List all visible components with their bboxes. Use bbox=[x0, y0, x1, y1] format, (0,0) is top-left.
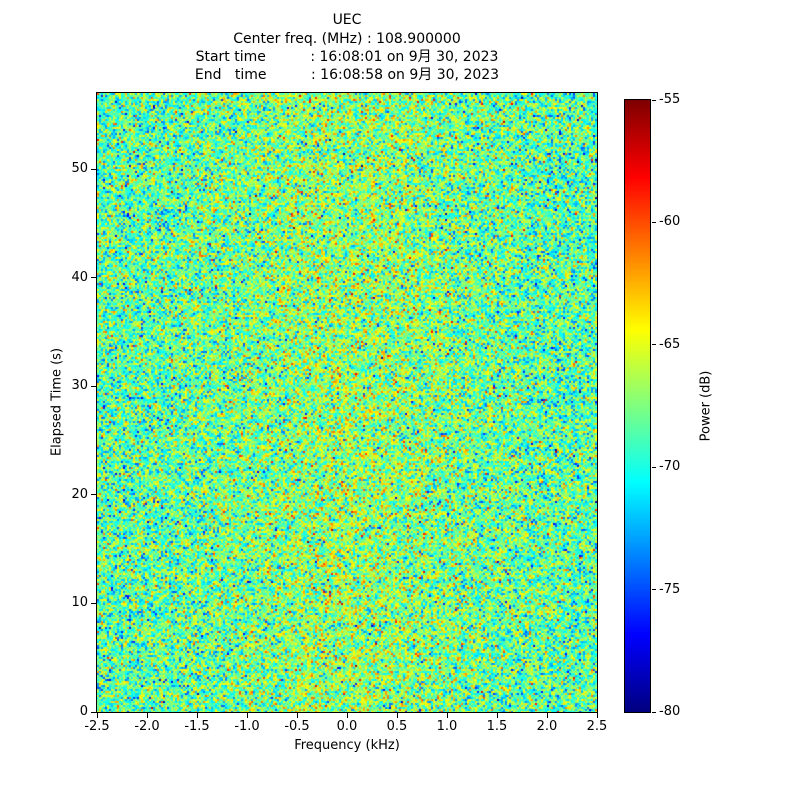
start-time-line: Start time : 16:08:01 on 9月 30, 2023 bbox=[195, 49, 499, 65]
x-tick-label: 1.0 bbox=[436, 719, 458, 734]
x-tick-label: -2.0 bbox=[134, 719, 160, 734]
end-time-line: End time : 16:08:58 on 9月 30, 2023 bbox=[194, 67, 500, 83]
y-tick-label: 0 bbox=[79, 704, 88, 719]
y-tick-label: 10 bbox=[71, 595, 88, 611]
x-tick-mark bbox=[596, 713, 598, 718]
colorbar-tick-mark bbox=[652, 99, 656, 101]
x-tick-label: -1.5 bbox=[184, 719, 210, 734]
x-tick-label: -0.5 bbox=[284, 719, 310, 734]
colorbar-label: Power (dB) bbox=[698, 370, 714, 442]
y-tick-label: 30 bbox=[71, 378, 88, 394]
x-tick-label: -1.0 bbox=[234, 719, 260, 734]
x-tick-mark bbox=[296, 713, 298, 718]
colorbar-tick-label: -65 bbox=[659, 336, 681, 352]
y-tick-label: 20 bbox=[71, 486, 88, 502]
y-tick-mark bbox=[91, 711, 96, 713]
y-axis-label: Elapsed Time (s) bbox=[49, 347, 65, 457]
y-tick-mark bbox=[91, 277, 96, 279]
chart-header: UEC Center freq. (MHz) : 108.900000 Star… bbox=[97, 10, 597, 84]
colorbar-tick-label: -80 bbox=[659, 704, 681, 719]
y-tick-label: 50 bbox=[71, 161, 88, 177]
y-tick-mark bbox=[91, 602, 96, 604]
colorbar-tick-label: -60 bbox=[659, 214, 681, 230]
x-tick-mark bbox=[196, 713, 198, 718]
x-axis-label: Frequency (kHz) bbox=[294, 738, 400, 753]
colorbar-tick-label: -75 bbox=[659, 581, 681, 597]
x-tick-mark bbox=[496, 713, 498, 718]
heatmap-canvas bbox=[97, 93, 597, 712]
colorbar-tick-mark bbox=[652, 221, 656, 223]
colorbar-tick-mark bbox=[652, 466, 656, 468]
x-tick-mark bbox=[446, 713, 448, 718]
x-tick-label: 0.5 bbox=[386, 719, 408, 734]
y-tick-mark bbox=[91, 494, 96, 496]
colorbar-tick-label: -55 bbox=[659, 92, 681, 107]
chart-title: UEC bbox=[332, 12, 362, 28]
x-tick-label: 0.0 bbox=[336, 719, 358, 734]
colorbar-canvas bbox=[625, 100, 650, 712]
colorbar bbox=[624, 99, 651, 713]
colorbar-tick-mark bbox=[652, 589, 656, 591]
colorbar-tick-label: -70 bbox=[659, 459, 681, 475]
x-tick-label: 2.5 bbox=[586, 719, 608, 734]
y-tick-mark bbox=[91, 385, 96, 387]
colorbar-tick-mark bbox=[652, 711, 656, 713]
x-tick-label: 2.0 bbox=[536, 719, 558, 734]
y-tick-label: 40 bbox=[71, 269, 88, 285]
heatmap-plot bbox=[96, 92, 598, 713]
x-tick-mark bbox=[246, 713, 248, 718]
colorbar-tick-mark bbox=[652, 344, 656, 346]
x-tick-mark bbox=[146, 713, 148, 718]
x-tick-mark bbox=[396, 713, 398, 718]
x-tick-label: -2.5 bbox=[84, 719, 110, 734]
y-tick-mark bbox=[91, 168, 96, 170]
x-tick-mark bbox=[346, 713, 348, 718]
x-tick-mark bbox=[546, 713, 548, 718]
x-tick-label: 1.5 bbox=[486, 719, 508, 734]
x-tick-mark bbox=[96, 713, 98, 718]
center-frequency-line: Center freq. (MHz) : 108.900000 bbox=[233, 31, 461, 47]
